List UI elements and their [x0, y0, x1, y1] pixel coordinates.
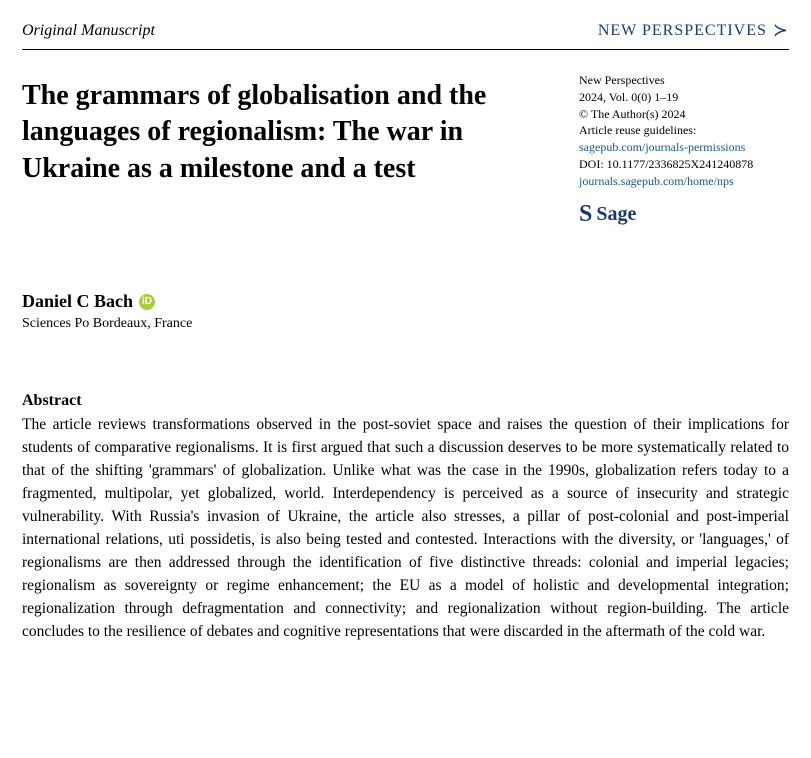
meta-journal: New Perspectives — [579, 72, 789, 89]
article-title: The grammars of globalisation and the la… — [22, 78, 559, 187]
author-block: Daniel C Bach iD Sciences Po Bordeaux, F… — [22, 291, 789, 332]
meta-doi: DOI: 10.1177/2336825X241240878 — [579, 156, 789, 173]
sage-text: Sage — [596, 200, 636, 228]
journal-brand-text: NEW PERSPECTIVES — [598, 22, 767, 40]
abstract-heading: Abstract — [22, 392, 789, 410]
sage-s-icon: S — [579, 198, 592, 232]
title-column: The grammars of globalisation and the la… — [22, 72, 559, 231]
meta-column: New Perspectives 2024, Vol. 0(0) 1–19 © … — [579, 72, 789, 231]
title-meta-row: The grammars of globalisation and the la… — [22, 72, 789, 231]
author-name-row: Daniel C Bach iD — [22, 291, 155, 312]
brand-arrow-icon: ≻ — [773, 20, 789, 41]
sage-logo: S Sage — [579, 198, 789, 232]
author-name: Daniel C Bach — [22, 291, 133, 312]
journal-brand: NEW PERSPECTIVES ≻ — [598, 20, 789, 41]
header-row: Original Manuscript NEW PERSPECTIVES ≻ — [22, 20, 789, 50]
journal-home-link[interactable]: journals.sagepub.com/home/nps — [579, 174, 734, 188]
meta-copyright: © The Author(s) 2024 — [579, 106, 789, 123]
orcid-icon[interactable]: iD — [139, 294, 155, 310]
permissions-link[interactable]: sagepub.com/journals-permissions — [579, 140, 745, 154]
abstract-section: Abstract The article reviews transformat… — [22, 392, 789, 643]
manuscript-type: Original Manuscript — [22, 22, 155, 40]
author-affiliation: Sciences Po Bordeaux, France — [22, 316, 789, 332]
abstract-text: The article reviews transformations obse… — [22, 414, 789, 643]
meta-reuse-label: Article reuse guidelines: — [579, 122, 789, 139]
meta-issue: 2024, Vol. 0(0) 1–19 — [579, 89, 789, 106]
